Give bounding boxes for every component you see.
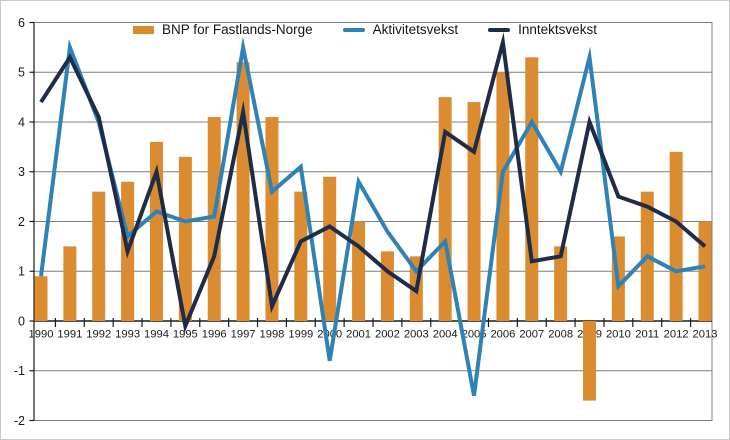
y-axis-label: 3 <box>18 165 25 179</box>
inntektsvekst-line-swatch <box>488 27 511 32</box>
bnp-bar <box>265 117 279 322</box>
aktivitetsvekst-line <box>39 36 706 396</box>
y-axis-labels: 6 5 4 3 2 1 0 -1 -2 <box>14 16 25 428</box>
x-axis-label: 1993 <box>115 329 140 341</box>
x-axis-labels: 1990 1991 1992 1993 1994 1995 1996 1997 1998 1999… <box>29 329 718 341</box>
bnp-bar <box>554 246 568 321</box>
x-axis-label: 2007 <box>519 329 544 341</box>
bnp-bar <box>583 321 597 401</box>
x-axis-label: 2013 <box>693 329 718 341</box>
x-axis-label: 2010 <box>606 329 631 341</box>
axis-ticks <box>29 21 692 422</box>
legend-item-inntektsvekst: Inntektsvekst <box>488 22 597 37</box>
bnp-bar <box>207 117 221 322</box>
bnp-bar <box>34 276 48 321</box>
x-axis-label: 1992 <box>86 329 111 341</box>
bnp-bar <box>294 191 308 321</box>
x-axis-label: 2000 <box>317 329 342 341</box>
chart-legend: BNP for Fastlands-Norge Aktivitetsvekst … <box>1 22 729 37</box>
aktivitetsvekst-line-swatch <box>342 27 365 32</box>
bnp-bar <box>525 57 539 321</box>
bnp-bars <box>34 57 712 401</box>
x-axis-label: 1997 <box>231 329 256 341</box>
x-axis-label: 1991 <box>57 329 82 341</box>
y-axis-label: -2 <box>14 414 25 428</box>
legend-label-aktivitetsvekst: Aktivitetsvekst <box>372 22 459 37</box>
legend-label-bnp: BNP for Fastlands-Norge <box>162 22 313 37</box>
bnp-bar <box>698 221 712 321</box>
y-axis-label: 6 <box>18 16 25 30</box>
y-axis-label: 2 <box>18 215 25 229</box>
bnp-bar <box>236 62 250 322</box>
bnp-bar <box>467 102 481 321</box>
legend-item-aktivitetsvekst: Aktivitetsvekst <box>342 22 459 37</box>
x-axis-label: 2002 <box>375 329 400 341</box>
x-axis-label: 2011 <box>635 329 659 341</box>
bnp-bar <box>352 221 366 321</box>
bnp-bar <box>380 251 394 321</box>
x-axis-label: 1990 <box>29 329 54 341</box>
x-axis-label: 1998 <box>260 329 285 341</box>
y-axis-label: 1 <box>18 265 25 279</box>
y-axis-label: 4 <box>18 115 25 129</box>
x-axis-label: 2006 <box>490 329 515 341</box>
bnp-bar <box>669 151 683 321</box>
y-axis-label: 5 <box>18 66 25 80</box>
x-axis-label: 1996 <box>202 329 227 341</box>
legend-label-inntektsvekst: Inntektsvekst <box>518 22 597 37</box>
bnp-bar <box>496 72 510 321</box>
bnp-bar <box>178 156 192 321</box>
x-axis-label: 1999 <box>288 329 313 341</box>
x-axis-label: 2001 <box>346 329 371 341</box>
x-axis-label: 2003 <box>404 329 429 341</box>
y-axis-label: -1 <box>14 364 25 378</box>
bnp-bar <box>92 191 106 321</box>
x-axis-label: 2004 <box>433 329 458 341</box>
x-axis-label: 1994 <box>144 329 169 341</box>
legend-item-bnp: BNP for Fastlands-Norge <box>133 22 313 37</box>
inntektsvekst-line <box>39 32 707 333</box>
x-axis-label: 2012 <box>664 329 689 341</box>
bnp-bar-swatch <box>133 25 155 34</box>
x-axis-label: 1995 <box>173 329 198 341</box>
bnp-bar <box>63 246 77 321</box>
bnp-bar <box>323 176 337 321</box>
x-axis-label: 2008 <box>548 329 573 341</box>
y-axis-label: 0 <box>18 314 25 328</box>
